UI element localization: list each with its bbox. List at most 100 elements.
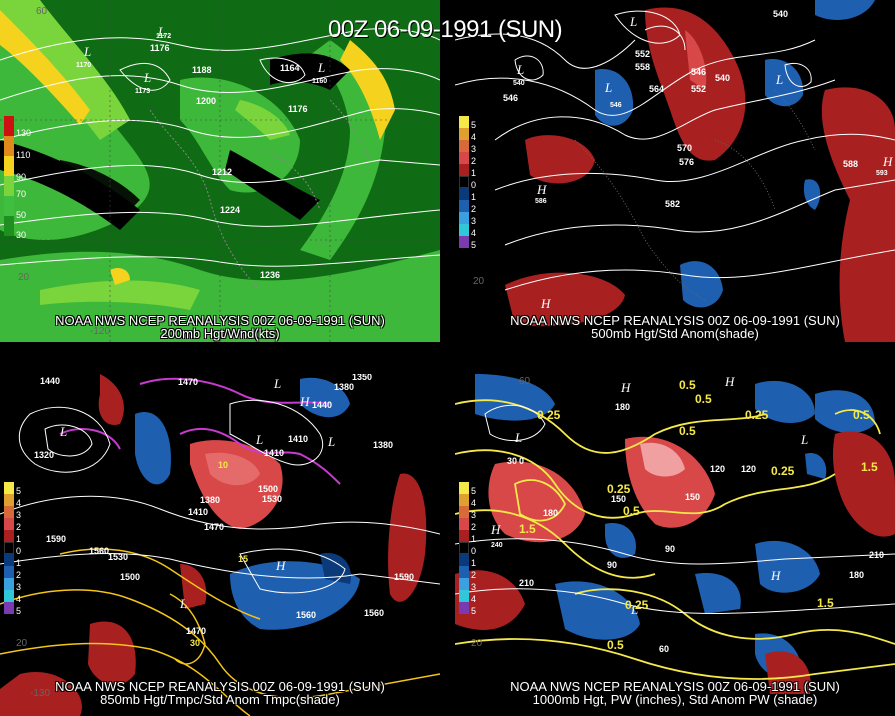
legend-swatch	[4, 506, 14, 518]
legend-swatch	[459, 542, 469, 554]
contour-label: 1173	[135, 88, 151, 95]
legend-label: 5	[471, 120, 477, 130]
legend-swatch	[459, 164, 469, 176]
pw-label: 0.25	[771, 464, 795, 478]
legend-label: 5	[471, 606, 477, 616]
contour-label: 1236	[260, 270, 281, 280]
legend-label: 130	[16, 128, 32, 138]
contour-label: 1440	[40, 376, 61, 386]
main-title: 00Z 06-09-1991 (SUN)	[328, 16, 563, 43]
panel-200mb-caption-line2: 200mb Hgt/Wnd(kts)	[160, 326, 280, 341]
panel-1000mb-legend: 5 4 3 2 1 0 1 2 3 4 5	[459, 482, 499, 620]
high-marker: H	[541, 296, 551, 311]
axis-label: 20	[473, 276, 485, 287]
low-marker: L	[328, 434, 336, 449]
contour-label: 180	[543, 508, 559, 518]
panel-1000mb: 5 4 3 2 1 0 1 2 3 4 5 60 20 H L L H H L …	[455, 374, 895, 716]
axis-label: 20	[471, 638, 483, 649]
legend-swatch	[459, 128, 469, 140]
contour-label: 60	[659, 644, 670, 654]
high-marker: H	[276, 558, 286, 573]
low-marker: L	[144, 70, 152, 85]
temp-label: 15	[238, 554, 249, 564]
contour-label: 1500	[120, 572, 141, 582]
contour-label: 1410	[188, 507, 209, 517]
temp-label: 30	[190, 638, 201, 648]
legend-swatch	[4, 116, 14, 136]
pw-label: 1.5	[817, 596, 834, 610]
high-marker: H	[621, 380, 631, 395]
contour-label: 1560	[89, 546, 110, 556]
legend-label: 4	[471, 228, 477, 238]
contour-label: 1470	[204, 522, 225, 532]
contour-label: 150	[685, 492, 701, 502]
pw-label: 0.25	[607, 482, 631, 496]
panel-500mb-map	[455, 0, 895, 342]
legend-swatch	[459, 578, 469, 590]
contour-label: 586	[535, 198, 547, 205]
legend-label: 1	[16, 534, 22, 544]
legend-label: 4	[16, 594, 22, 604]
contour-label: 240	[491, 542, 503, 549]
legend-label: 1	[471, 558, 477, 568]
legend-swatch	[4, 554, 14, 566]
contour-label: 1176	[288, 104, 308, 114]
high-marker: H	[491, 522, 501, 537]
contour-label: 552	[635, 49, 651, 59]
legend-swatch	[459, 482, 469, 494]
panel-850mb: 5 4 3 2 1 0 1 2 3 4 5 -130 20 L L L L L …	[0, 374, 440, 716]
legend-label: 1	[471, 192, 477, 202]
contour-label: 30	[507, 456, 518, 466]
contour-label: 1200	[196, 96, 217, 106]
legend-swatch	[459, 590, 469, 602]
low-marker: L	[801, 432, 809, 447]
low-marker: L	[318, 60, 326, 75]
high-marker: H	[537, 182, 547, 197]
legend-label: 0	[471, 546, 477, 556]
legend-label: 2	[471, 570, 477, 580]
legend-label: 3	[471, 510, 477, 520]
contour-label: 1212	[212, 167, 233, 177]
pw-label: 1.5	[861, 460, 878, 474]
legend-swatch	[4, 542, 14, 554]
legend-label: 4	[471, 594, 477, 604]
contour-label: 540	[513, 80, 525, 87]
legend-swatch	[459, 518, 469, 530]
low-marker: L	[60, 424, 68, 439]
axis-label: 20	[16, 638, 28, 649]
pw-label: 1.5	[519, 522, 536, 536]
contour-label: 1590	[394, 572, 415, 582]
legend-label: 2	[471, 522, 477, 532]
panel-500mb-caption-line1: NOAA NWS NCEP REANALYSIS 00Z 06-09-1991 …	[510, 313, 840, 328]
low-marker: L	[630, 14, 638, 29]
pw-label: 0.5	[853, 408, 870, 422]
contour-label: 1470	[186, 626, 207, 636]
legend-label: 3	[471, 216, 477, 226]
contour-label: 558	[635, 62, 651, 72]
legend-label: 0	[471, 180, 477, 190]
legend-swatch	[459, 152, 469, 164]
contour-label: 1560	[296, 610, 317, 620]
contour-label: 120	[741, 464, 757, 474]
contour-label: 1560	[364, 608, 385, 618]
contour-label: 90	[665, 544, 676, 554]
legend-label: 2	[471, 156, 477, 166]
legend-label: 2	[16, 522, 22, 532]
low-marker: L	[84, 44, 92, 59]
panel-200mb-map	[0, 0, 440, 342]
legend-swatch	[459, 224, 469, 236]
legend-swatch	[4, 518, 14, 530]
legend-swatch	[4, 196, 14, 216]
legend-label: 4	[471, 132, 477, 142]
legend-swatch	[4, 482, 14, 494]
legend-label: 30	[16, 230, 27, 240]
contour-label: 1164	[280, 63, 300, 73]
legend-swatch	[459, 554, 469, 566]
legend-swatch	[4, 216, 14, 236]
axis-label: 60	[519, 376, 531, 387]
panel-200mb-legend: 130 110 90 70 50 30	[4, 116, 44, 240]
contour-label: 552	[691, 84, 707, 94]
legend-label: 5	[471, 486, 477, 496]
legend-label: 0	[16, 546, 22, 556]
legend-label: 5	[16, 486, 22, 496]
